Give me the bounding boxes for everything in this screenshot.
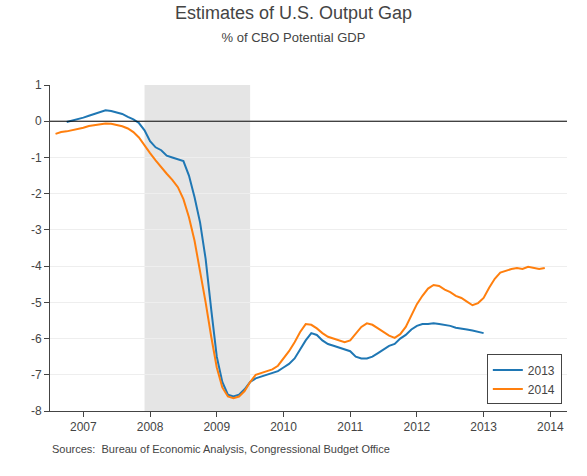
- svg-text:-8: -8: [31, 404, 42, 418]
- svg-text:2014: 2014: [537, 420, 564, 434]
- svg-text:-7: -7: [31, 368, 42, 382]
- svg-text:2008: 2008: [137, 420, 164, 434]
- svg-text:-5: -5: [31, 296, 42, 310]
- svg-text:2013: 2013: [470, 420, 497, 434]
- svg-text:-4: -4: [31, 259, 42, 273]
- svg-text:2012: 2012: [404, 420, 431, 434]
- svg-text:2007: 2007: [70, 420, 97, 434]
- svg-text:2010: 2010: [270, 420, 297, 434]
- svg-text:2011: 2011: [337, 420, 363, 434]
- svg-text:2014: 2014: [528, 383, 555, 397]
- svg-text:Sources: Bureau of Economic A: Sources: Bureau of Economic Analysis, Co…: [52, 443, 390, 455]
- svg-text:2013: 2013: [528, 364, 555, 378]
- svg-text:-6: -6: [31, 332, 42, 346]
- svg-text:-2: -2: [31, 187, 42, 201]
- svg-text:Estimates of U.S. Output Gap%: Estimates of U.S. Output Gap% of CBO Pot…: [175, 3, 412, 45]
- svg-text:0: 0: [35, 114, 42, 128]
- svg-text:1: 1: [35, 78, 42, 92]
- svg-text:-3: -3: [31, 223, 42, 237]
- svg-text:-1: -1: [31, 151, 42, 165]
- svg-text:2009: 2009: [203, 420, 230, 434]
